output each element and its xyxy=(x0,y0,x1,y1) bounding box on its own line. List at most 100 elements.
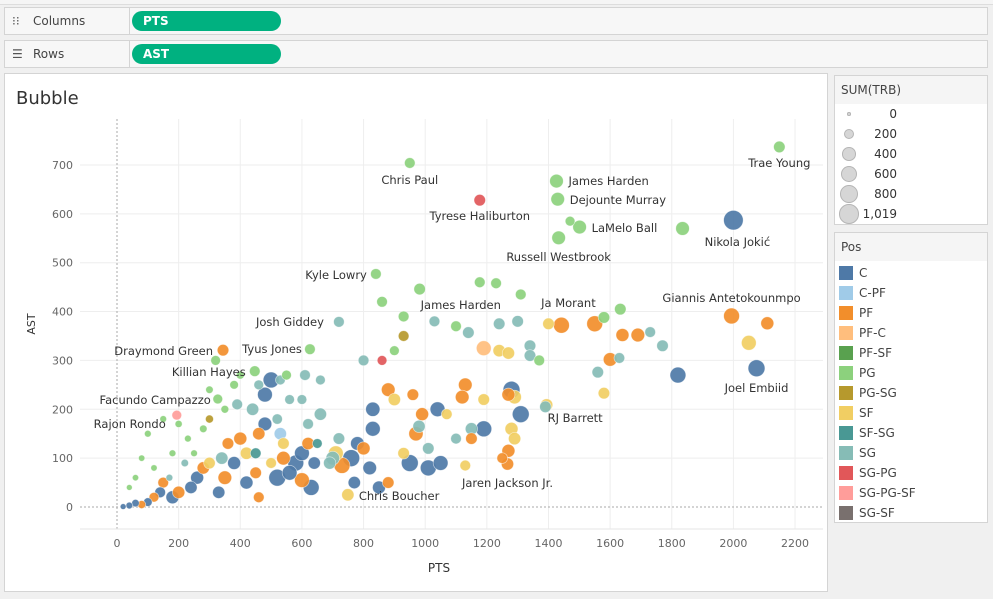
pos-legend-item[interactable]: C xyxy=(835,263,987,283)
bubble-mark[interactable] xyxy=(450,320,462,332)
bubble-mark[interactable] xyxy=(150,464,158,472)
bubble-mark[interactable] xyxy=(333,316,345,328)
bubble-mark[interactable] xyxy=(229,380,239,390)
bubble-mark[interactable] xyxy=(126,484,133,491)
pos-legend-item[interactable]: PG-SG xyxy=(835,383,987,403)
bubble-mark[interactable] xyxy=(549,173,564,189)
bubble-mark[interactable] xyxy=(614,303,627,316)
bubble-mark[interactable] xyxy=(205,385,214,394)
bubble-mark[interactable] xyxy=(501,387,516,402)
bubble-mark[interactable] xyxy=(323,456,337,470)
bubble-mark[interactable] xyxy=(357,354,370,367)
bubble-mark[interactable] xyxy=(249,447,262,459)
bubble-mark[interactable] xyxy=(235,370,245,380)
bubble-mark[interactable] xyxy=(441,408,453,420)
bubble-mark[interactable] xyxy=(281,369,292,381)
bubble-mark[interactable] xyxy=(644,326,656,338)
bubble-mark[interactable] xyxy=(253,491,265,503)
bubble-mark[interactable] xyxy=(119,503,127,510)
bubble-mark[interactable] xyxy=(508,432,522,446)
bubble-mark[interactable] xyxy=(501,346,515,360)
bubble-mark[interactable] xyxy=(190,470,204,485)
bubble-mark[interactable] xyxy=(473,194,486,207)
bubble-mark[interactable] xyxy=(271,413,283,425)
bubble-mark[interactable] xyxy=(249,466,262,479)
pos-legend-item[interactable]: SG-PG-SF xyxy=(835,483,987,503)
bubble-mark[interactable] xyxy=(276,450,291,466)
bubble-mark[interactable] xyxy=(539,400,552,413)
bubble-mark[interactable] xyxy=(362,460,377,476)
bubble-mark[interactable] xyxy=(477,393,490,406)
pos-legend-item[interactable]: SF xyxy=(835,403,987,423)
bubble-mark[interactable] xyxy=(159,415,167,423)
pos-legend-item[interactable]: PF-C xyxy=(835,323,987,343)
bubble-mark[interactable] xyxy=(184,480,198,494)
bubble-mark[interactable] xyxy=(341,488,355,502)
bubble-mark[interactable] xyxy=(294,472,310,488)
bubble-mark[interactable] xyxy=(220,405,230,414)
bubble-mark[interactable] xyxy=(304,343,316,355)
bubble-mark[interactable] xyxy=(172,485,186,499)
bubble-mark[interactable] xyxy=(422,442,435,455)
bubble-mark[interactable] xyxy=(389,345,400,356)
bubble-mark[interactable] xyxy=(564,215,576,227)
pos-legend-item[interactable]: PF xyxy=(835,303,987,323)
bubble-mark[interactable] xyxy=(613,352,626,364)
bubble-mark[interactable] xyxy=(773,140,786,154)
bubble-mark[interactable] xyxy=(294,445,310,462)
bubble-mark[interactable] xyxy=(404,157,416,169)
bubble-mark[interactable] xyxy=(723,307,740,325)
pos-legend-item[interactable]: SF-SG xyxy=(835,423,987,443)
bubble-mark[interactable] xyxy=(550,192,565,207)
bubble-mark[interactable] xyxy=(382,476,395,489)
bubble-mark[interactable] xyxy=(231,398,243,411)
bubble-mark[interactable] xyxy=(597,387,611,400)
bubble-mark[interactable] xyxy=(428,315,441,328)
bubble-mark[interactable] xyxy=(347,476,361,490)
pos-legend-item[interactable]: SG-PG xyxy=(835,463,987,483)
bubble-mark[interactable] xyxy=(415,407,429,422)
bubble-mark[interactable] xyxy=(253,379,264,391)
bubble-mark[interactable] xyxy=(474,276,486,288)
bubble-mark[interactable] xyxy=(296,394,308,405)
pos-legend-item[interactable]: SG-SF xyxy=(835,503,987,523)
bubble-mark[interactable] xyxy=(203,456,216,470)
bubble-mark[interactable] xyxy=(171,409,183,421)
bubble-mark[interactable] xyxy=(233,431,248,446)
pos-legend-item[interactable]: C-PF xyxy=(835,283,987,303)
bubble-mark[interactable] xyxy=(462,326,475,339)
bubble-mark[interactable] xyxy=(370,268,382,280)
bubble-mark[interactable] xyxy=(257,416,273,432)
bubble-mark[interactable] xyxy=(432,455,449,471)
bubble-mark[interactable] xyxy=(553,316,570,334)
bubble-mark[interactable] xyxy=(376,355,388,366)
bubble-mark[interactable] xyxy=(307,456,321,470)
bubble-mark[interactable] xyxy=(455,389,470,405)
bubble-mark[interactable] xyxy=(217,470,233,485)
bubble-mark[interactable] xyxy=(284,394,295,405)
bubble-mark[interactable] xyxy=(493,317,506,330)
bubble-mark[interactable] xyxy=(180,458,189,468)
bubble-mark[interactable] xyxy=(257,386,273,403)
bubble-mark[interactable] xyxy=(302,418,314,430)
bubble-mark[interactable] xyxy=(496,452,508,464)
bubble-mark[interactable] xyxy=(365,401,381,417)
bubble-mark[interactable] xyxy=(277,437,290,450)
bubble-mark[interactable] xyxy=(542,317,555,330)
bubble-mark[interactable] xyxy=(406,388,419,401)
bubble-mark[interactable] xyxy=(216,344,230,357)
bubble-mark[interactable] xyxy=(249,365,261,377)
rows-pill-ast[interactable]: AST xyxy=(132,44,281,64)
bubble-mark[interactable] xyxy=(265,457,277,469)
bubble-mark[interactable] xyxy=(227,456,241,470)
columns-pill-pts[interactable]: PTS xyxy=(132,11,281,31)
bubble-mark[interactable] xyxy=(615,328,630,342)
bubble-mark[interactable] xyxy=(138,454,146,462)
pos-legend-item[interactable]: PG xyxy=(835,363,987,383)
bubble-mark[interactable] xyxy=(572,219,587,235)
bubble-mark[interactable] xyxy=(212,485,226,499)
bubble-mark[interactable] xyxy=(490,277,502,289)
bubble-mark[interactable] xyxy=(299,369,311,381)
bubble-mark[interactable] xyxy=(465,432,478,445)
bubble-mark[interactable] xyxy=(313,407,327,421)
